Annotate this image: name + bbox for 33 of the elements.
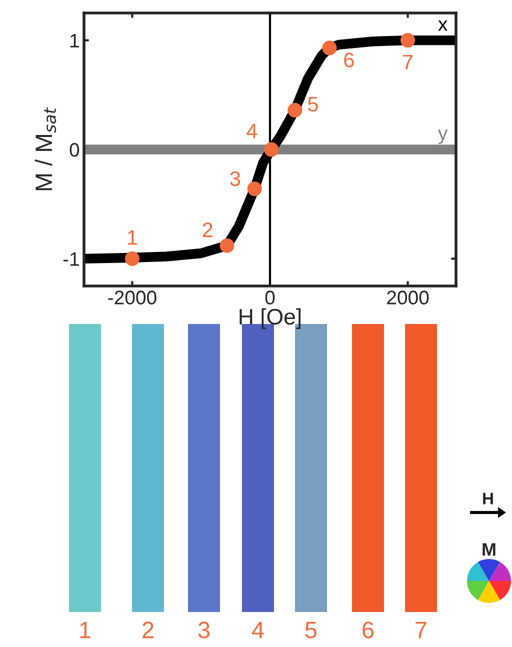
annotation: 5: [308, 97, 318, 112]
text: 5: [305, 622, 317, 638]
text: 7: [416, 622, 426, 638]
text: 1: [80, 622, 90, 638]
annotation: 7: [403, 54, 413, 70]
point: [264, 142, 279, 157]
x-tick-label: -2000: [108, 290, 156, 304]
point: [400, 33, 416, 48]
x-axis-title: H [Oe]: [240, 308, 301, 330]
point: [322, 40, 337, 56]
x-tick-label: 0: [265, 290, 275, 304]
text: M: [482, 543, 496, 556]
point: [124, 251, 140, 266]
y-axis-title: M / M$_{sat}$: [34, 107, 56, 190]
text: 3: [198, 622, 210, 638]
x-tick-label: 2000: [387, 290, 429, 304]
annotation: 6: [344, 52, 354, 68]
annotation: 1: [128, 230, 137, 245]
text: 4: [252, 622, 264, 638]
text: 2: [142, 622, 154, 638]
y-tick-label: 1: [70, 34, 79, 48]
annotation: 2: [202, 222, 212, 238]
annotation: 3: [230, 171, 240, 186]
point: [220, 238, 234, 253]
series-label: y: [438, 130, 448, 144]
annotation: 4: [246, 124, 258, 138]
series-label: x: [438, 20, 448, 31]
text: 6: [362, 622, 374, 638]
point: [247, 182, 262, 196]
text: H: [483, 492, 493, 504]
y-tick-label: -1: [63, 252, 79, 266]
y-tick-label: 0: [70, 142, 80, 157]
point: [288, 102, 302, 118]
